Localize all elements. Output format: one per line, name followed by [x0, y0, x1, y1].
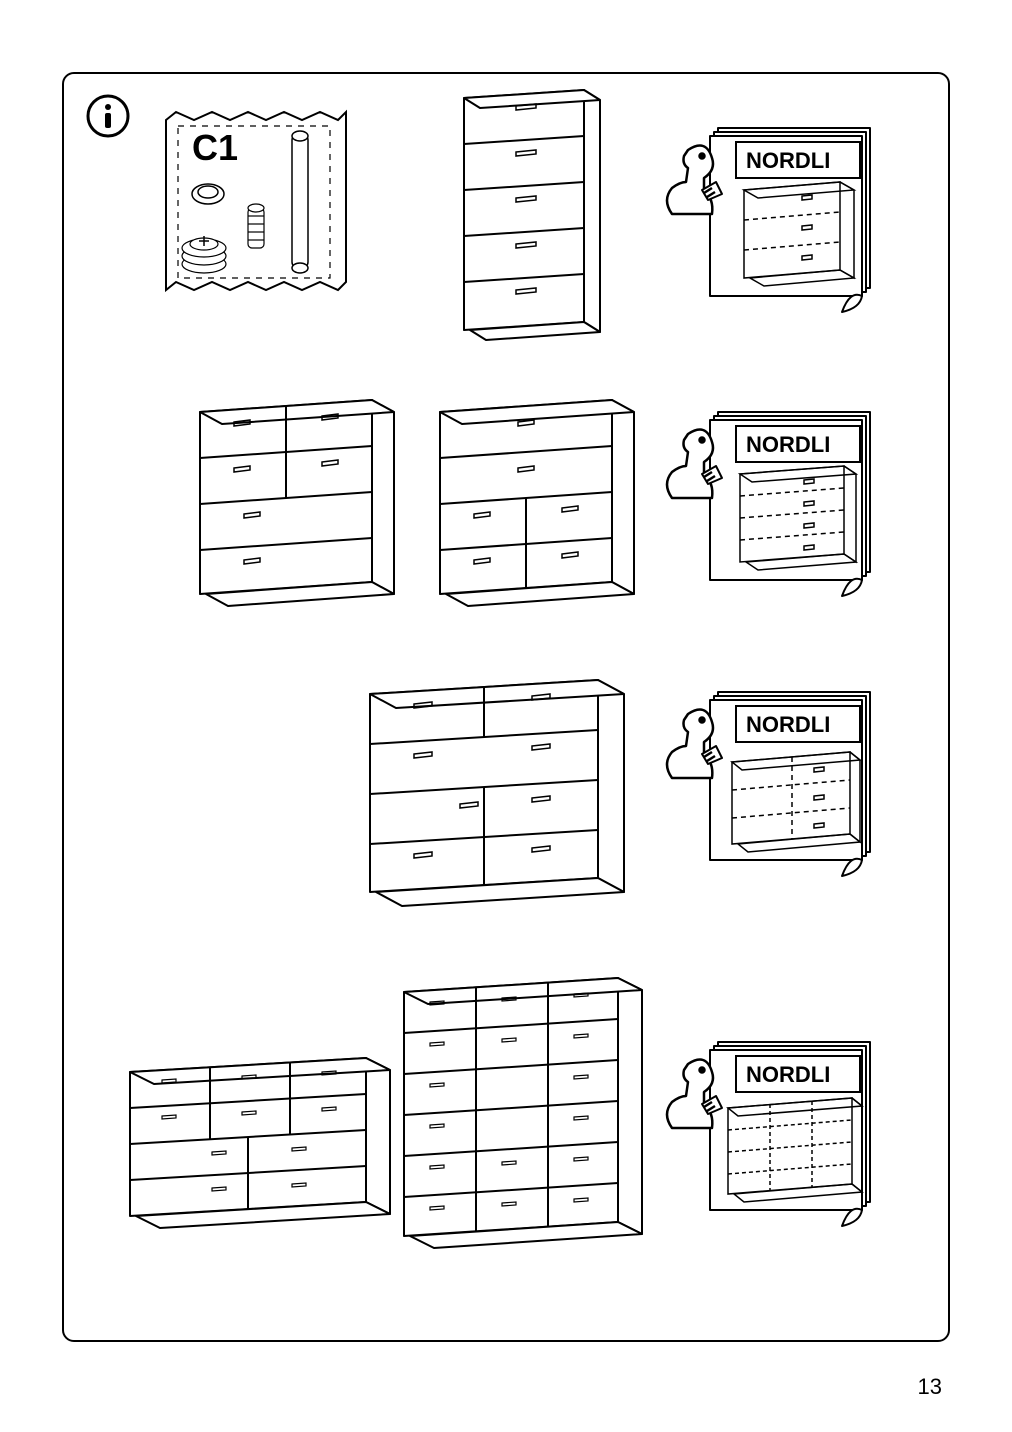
manual-booklet-3: NORDLI — [654, 684, 884, 884]
manual-title: NORDLI — [746, 148, 830, 173]
hardware-bag-c1: C1 — [154, 102, 354, 302]
manual-title: NORDLI — [746, 1062, 830, 1087]
manual-title: NORDLI — [746, 432, 830, 457]
manual-booklet-4: NORDLI — [654, 1034, 884, 1234]
hardware-bag-label: C1 — [192, 127, 238, 168]
dresser-4drawer-splitbottom — [424, 394, 644, 614]
page-frame: C1 — [62, 72, 950, 1342]
manual-booklet-2: NORDLI — [654, 404, 884, 604]
row-3: NORDLI — [64, 674, 948, 934]
dresser-wide-mixed — [354, 674, 634, 914]
manual-title: NORDLI — [746, 712, 830, 737]
row-4: NORDLI — [64, 974, 948, 1274]
dresser-4drawer-splittop — [184, 394, 404, 614]
dresser-tall-multicol — [390, 974, 650, 1254]
dresser-tall-narrow — [444, 86, 604, 346]
dresser-low-wide — [116, 1054, 396, 1234]
row-2: NORDLI — [64, 394, 948, 644]
page-number: 13 — [918, 1374, 942, 1400]
row-1: C1 — [64, 92, 948, 342]
manual-booklet-1: NORDLI — [654, 120, 884, 320]
